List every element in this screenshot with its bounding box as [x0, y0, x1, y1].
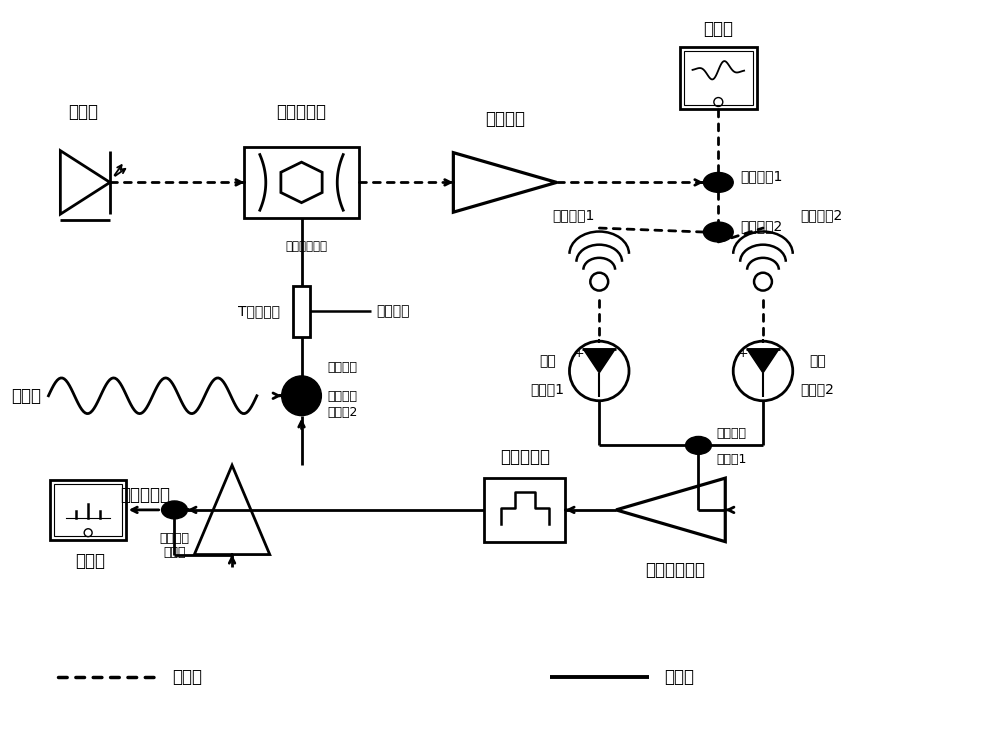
Polygon shape [747, 349, 779, 373]
Text: 光梳调制器: 光梳调制器 [277, 103, 327, 121]
Text: 光链路: 光链路 [173, 667, 203, 686]
Circle shape [282, 376, 321, 416]
Bar [680, 48, 757, 109]
Text: 探测器1: 探测器1 [531, 382, 565, 395]
Text: 光谱仪: 光谱仪 [703, 20, 733, 37]
Text: 单模光纤2: 单模光纤2 [801, 208, 843, 222]
Text: 单模光纤1: 单模光纤1 [552, 208, 594, 222]
Text: +: + [574, 346, 585, 360]
Text: 光耦合器1: 光耦合器1 [740, 170, 783, 183]
Text: 激光器: 激光器 [68, 103, 98, 121]
Text: 光电: 光电 [809, 354, 826, 368]
Bar [244, 147, 359, 218]
Bar [293, 286, 310, 337]
Text: 微波功率: 微波功率 [327, 390, 357, 403]
Text: 微波功率: 微波功率 [716, 428, 746, 440]
Text: 带通滤波器: 带通滤波器 [500, 447, 550, 466]
Text: 毫米波: 毫米波 [12, 387, 42, 405]
Bar [684, 51, 753, 105]
Text: 光耦合器2: 光耦合器2 [740, 219, 782, 233]
Ellipse shape [686, 436, 711, 455]
Text: 合成器2: 合成器2 [327, 406, 358, 419]
Bar [54, 484, 122, 536]
Ellipse shape [703, 222, 733, 242]
Bar [484, 477, 565, 542]
Text: 微波定向: 微波定向 [159, 531, 189, 545]
Text: 功率放大器: 功率放大器 [121, 486, 171, 504]
Text: 光电: 光电 [539, 354, 556, 368]
Text: 探测器2: 探测器2 [801, 382, 835, 395]
Text: 耦合器: 耦合器 [163, 545, 186, 558]
Ellipse shape [162, 501, 187, 519]
Text: +: + [738, 346, 748, 360]
Text: 射频驱动端口: 射频驱动端口 [285, 240, 327, 253]
Text: 合成器1: 合成器1 [716, 453, 747, 466]
Text: 低噪声放大器: 低噪声放大器 [646, 561, 706, 580]
Text: 交流输入: 交流输入 [327, 362, 357, 374]
Text: 电谱仪: 电谱仪 [75, 552, 105, 569]
Text: 直流偏置: 直流偏置 [376, 304, 409, 319]
Ellipse shape [703, 173, 733, 192]
Text: 电链路: 电链路 [664, 667, 694, 686]
Bar [50, 480, 126, 539]
Polygon shape [583, 349, 615, 373]
Text: T型偏置器: T型偏置器 [238, 304, 280, 319]
Text: 光放大器: 光放大器 [485, 110, 525, 128]
